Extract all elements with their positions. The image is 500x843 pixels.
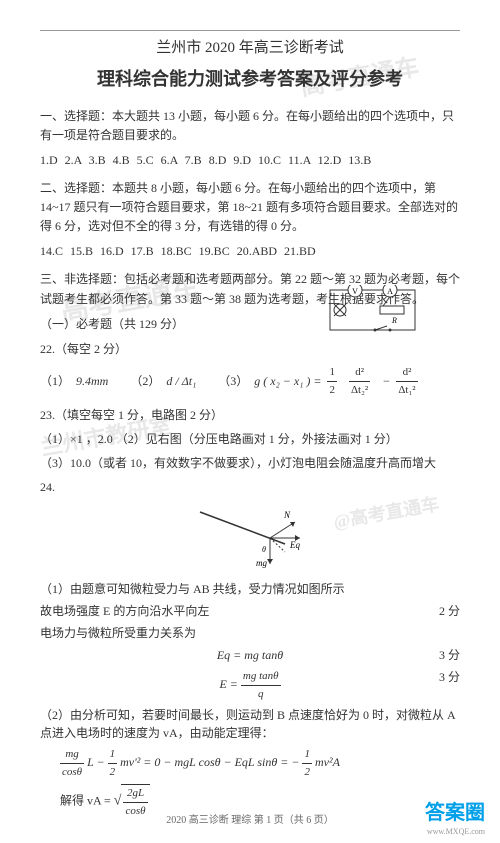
svg-text:R: R xyxy=(391,316,397,325)
page-subtitle: 兰州市 2020 年高三诊断考试 xyxy=(40,37,460,60)
section1-answers: 1.D 2.A 3.B 4.B 5.C 6.A 7.B 8.D 9.D 10.C… xyxy=(40,151,460,169)
q22-frac2: d²Δt₂² xyxy=(349,364,376,398)
q24-eq2: E = mg tanθq 3 分 xyxy=(40,668,460,702)
q23-line2: （3）10.0（或者 10，有效数字不做要求），小灯泡电阻会随温度升高而增大 xyxy=(40,454,460,472)
svg-text:Eq: Eq xyxy=(289,540,300,550)
svg-text:θ: θ xyxy=(262,545,266,554)
q22-frac1: 12 xyxy=(327,364,343,398)
section2-answers: 14.C 15.B 16.D 17.B 18.BC 19.BC 20.ABD 2… xyxy=(40,242,460,260)
circuit-diagram: V A R xyxy=(325,285,420,340)
score-tag: 3 分 xyxy=(439,646,460,664)
q24-label: 24. xyxy=(40,478,460,496)
q23-label: 23.（填空每空 1 分，电路图 2 分） xyxy=(40,406,460,424)
q24-eq4: 解得 vA = √2gLcosθ xyxy=(60,784,460,819)
q24-p2: （2）由分析可知，若要时间最长，则运动到 B 点速度恰好为 0 时，对微粒从 A… xyxy=(40,706,460,742)
q24-eq3: mgcosθ L − 12 mv'² = 0 − mgL cosθ − EqL … xyxy=(60,746,460,780)
q22-label: 22.（每空 2 分） xyxy=(40,340,460,358)
svg-text:A: A xyxy=(387,287,393,296)
page-title: 理科综合能力测试参考答案及评分参考 xyxy=(40,66,460,93)
q22-frac3: d²Δt₁² xyxy=(396,364,423,398)
q22-a2-label: （2） xyxy=(130,372,160,390)
q22-a1-label: （1） xyxy=(40,372,70,390)
q24-p1b: 故电场强度 E 的方向沿水平向左 2 分 xyxy=(40,602,460,620)
q22-a3-label: （3） xyxy=(218,372,248,390)
section2-heading: 二、选择题：本题共 8 小题，每小题 6 分。在每小题给出的四个选项中，第 14… xyxy=(40,179,460,237)
q24-p1: （1）由题意可知微粒受力与 AB 共线，受力情况如图所示 xyxy=(40,580,460,598)
q22-answers: （1） 9.4mm （2） d / Δt₁ （3） g ( x₂ − x₁ ) … xyxy=(40,364,460,398)
q24-eq1: Eq = mg tanθ 3 分 xyxy=(40,646,460,664)
svg-text:mg: mg xyxy=(256,558,267,568)
score-tag: 3 分 xyxy=(439,668,460,686)
corner-url: www.MXQE.com xyxy=(427,826,485,838)
svg-text:N: N xyxy=(283,510,291,520)
q22-minus: − xyxy=(382,372,390,390)
score-tag: 2 分 xyxy=(439,602,460,620)
section1-heading: 一、选择题：本大题共 13 小题，每小题 6 分。在每小题给出的四个选项中，只有… xyxy=(40,107,460,145)
force-diagram: N Eq mg θ xyxy=(190,502,310,572)
q22-a3-prefix: g ( x₂ − x₁ ) = xyxy=(254,372,321,390)
q22-a1-val: 9.4mm xyxy=(76,372,108,390)
q22-a2-val: d / Δt₁ xyxy=(166,372,196,390)
svg-text:V: V xyxy=(352,287,358,296)
q24-p1c: 电场力与微粒所受重力关系为 xyxy=(40,624,460,642)
q23-line1: （1）×1 ，2.0 （2）见右图（分压电路画对 1 分，外接法画对 1 分） xyxy=(40,430,460,448)
